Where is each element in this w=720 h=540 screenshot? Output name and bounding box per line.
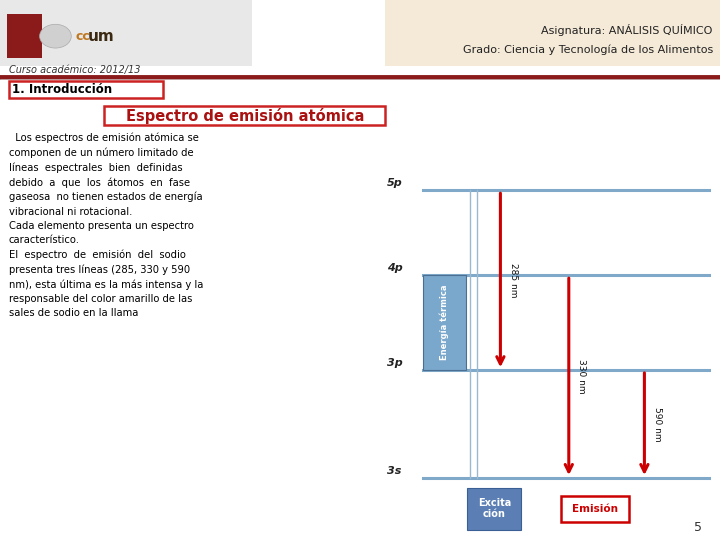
Text: um: um [87,29,114,44]
Text: cc: cc [76,30,90,43]
Bar [7,14,42,58]
Text: 330 nm: 330 nm [577,359,587,394]
Bar [9,81,163,98]
Text: Energía térmica: Energía térmica [439,285,449,361]
Bar [423,275,466,370]
Bar [104,106,385,125]
Text: Curso académico: 2012/13: Curso académico: 2012/13 [9,65,140,75]
Text: Asignatura: ANÁLISIS QUÍMICO: Asignatura: ANÁLISIS QUÍMICO [541,24,713,36]
Text: 1. Introducción: 1. Introducción [12,83,112,96]
Text: 3s: 3s [387,465,401,476]
Text: Los espectros de emisión atómica se
componen de un número limitado de
líneas  es: Los espectros de emisión atómica se comp… [9,132,203,318]
Text: 5p: 5p [387,178,402,188]
Text: 590 nm: 590 nm [653,407,662,441]
Circle shape [40,24,71,48]
Text: Espectro de emisión atómica: Espectro de emisión atómica [125,107,364,124]
Text: 4p: 4p [387,263,402,273]
Text: Grado: Ciencia y Tecnología de los Alimentos: Grado: Ciencia y Tecnología de los Alime… [462,44,713,55]
Text: 3p: 3p [387,358,402,368]
Text: Emisión: Emisión [572,504,618,514]
Text: Excita
ción: Excita ción [477,498,511,519]
Bar [467,488,521,530]
Text: 285 nm: 285 nm [509,263,518,298]
Text: 5: 5 [694,521,702,534]
Bar [561,496,629,522]
Bar [0,0,252,66]
Bar [385,0,720,66]
